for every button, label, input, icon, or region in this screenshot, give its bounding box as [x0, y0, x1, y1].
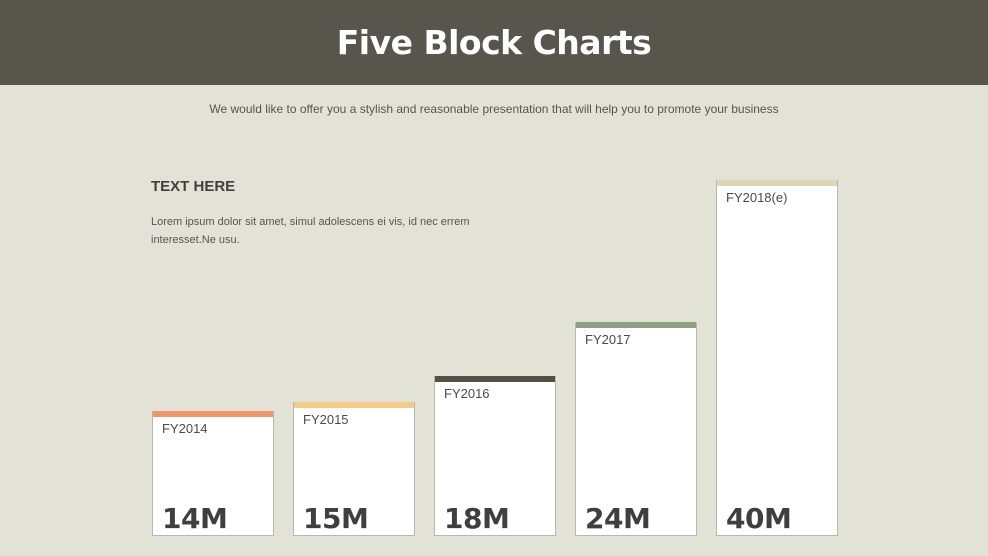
bar-color-cap	[153, 411, 273, 417]
bar-block-1: FY2014 14M	[152, 411, 274, 536]
bar-value-label: 15M	[303, 502, 369, 535]
text-block-heading: TEXT HERE	[151, 178, 236, 195]
bar-color-cap	[717, 180, 837, 186]
bar-block-5: FY2018(e) 40M	[716, 180, 838, 536]
bar-category-label: FY2014	[162, 421, 208, 436]
bar-block-3: FY2016 18M	[434, 376, 556, 536]
bar-value-label: 24M	[585, 502, 651, 535]
bar-category-label: FY2018(e)	[726, 190, 788, 205]
text-block-body: Lorem ipsum dolor sit amet, simul adoles…	[151, 216, 470, 246]
subtitle: We would like to offer you a stylish and…	[209, 102, 779, 116]
page-title: Five Block Charts	[336, 23, 652, 62]
bar-value-label: 14M	[162, 502, 228, 535]
bar-color-cap	[576, 322, 696, 328]
bar-value-label: 40M	[726, 502, 792, 535]
bar-value-label: 18M	[444, 502, 510, 535]
bar-category-label: FY2015	[303, 412, 349, 427]
bar-block-4: FY2017 24M	[575, 322, 697, 536]
bar-category-label: FY2016	[444, 386, 490, 401]
header-banner: Five Block Charts	[0, 0, 988, 85]
bar-block-2: FY2015 15M	[293, 402, 415, 536]
bar-category-label: FY2017	[585, 332, 631, 347]
bar-color-cap	[435, 376, 555, 382]
bar-color-cap	[294, 402, 414, 408]
